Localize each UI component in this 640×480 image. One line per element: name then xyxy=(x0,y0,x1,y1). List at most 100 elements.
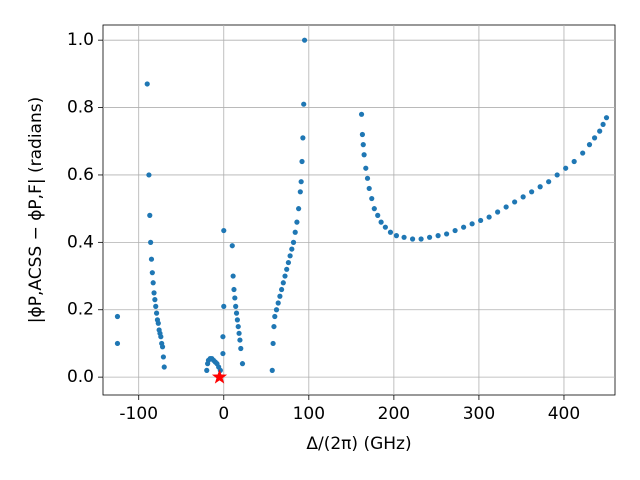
point xyxy=(148,239,154,245)
y-tick-label: 0.4 xyxy=(67,232,94,252)
point xyxy=(600,121,606,128)
point xyxy=(371,206,377,212)
point xyxy=(114,313,121,320)
point xyxy=(153,310,160,316)
point xyxy=(151,290,157,296)
y-tick-label: 0.2 xyxy=(67,300,94,320)
point xyxy=(563,165,569,171)
point xyxy=(529,189,535,195)
point xyxy=(236,330,242,336)
point xyxy=(301,37,308,43)
x-tick-label: 100 xyxy=(293,404,325,424)
point xyxy=(364,175,371,181)
y-tick-label: 0.0 xyxy=(67,367,94,387)
point xyxy=(418,236,424,242)
point xyxy=(229,243,235,249)
point xyxy=(597,128,603,134)
point xyxy=(301,101,307,107)
point xyxy=(233,310,240,316)
point xyxy=(369,195,375,202)
point xyxy=(270,340,276,347)
point xyxy=(426,234,433,240)
point xyxy=(237,337,243,343)
point xyxy=(230,273,236,279)
point xyxy=(546,179,552,185)
point xyxy=(520,194,526,200)
point xyxy=(554,172,560,178)
point xyxy=(114,340,121,347)
point xyxy=(221,303,227,309)
x-tick-label: 400 xyxy=(548,404,580,424)
point xyxy=(591,135,598,141)
point xyxy=(235,323,241,330)
point xyxy=(155,320,161,326)
point xyxy=(296,206,302,212)
plot-frame xyxy=(102,24,616,396)
y-tick-label: 1.0 xyxy=(67,30,94,50)
point xyxy=(363,165,369,171)
point xyxy=(220,350,226,357)
point xyxy=(435,233,441,239)
x-tick-label: 200 xyxy=(378,404,410,424)
point xyxy=(277,293,283,299)
point xyxy=(299,158,305,165)
point xyxy=(393,233,400,239)
point xyxy=(149,270,155,276)
point xyxy=(147,212,153,218)
point xyxy=(537,184,543,190)
point xyxy=(452,227,458,234)
point xyxy=(284,266,290,272)
point xyxy=(144,81,150,87)
point xyxy=(375,212,381,218)
point xyxy=(232,295,238,301)
point xyxy=(366,185,372,192)
point xyxy=(387,229,394,235)
point xyxy=(512,199,518,205)
point xyxy=(298,179,304,185)
y-tick-label: 0.6 xyxy=(67,165,94,185)
point xyxy=(503,204,509,210)
point xyxy=(160,354,166,360)
point xyxy=(204,367,210,374)
point xyxy=(378,219,384,225)
point xyxy=(290,239,297,245)
point xyxy=(495,209,501,215)
point xyxy=(409,236,416,242)
point xyxy=(273,307,280,313)
point xyxy=(358,111,365,117)
point xyxy=(401,234,407,240)
star-marker xyxy=(211,369,228,384)
point xyxy=(461,224,467,230)
point xyxy=(275,300,281,306)
point xyxy=(297,189,303,195)
point xyxy=(220,334,226,340)
point xyxy=(269,367,275,374)
point xyxy=(282,273,288,279)
point xyxy=(580,150,586,156)
point xyxy=(382,224,388,230)
point xyxy=(233,303,239,309)
point xyxy=(221,227,227,234)
point xyxy=(359,131,366,138)
point xyxy=(146,172,152,178)
point xyxy=(231,286,237,293)
y-tick-label: 0.8 xyxy=(67,98,94,118)
point xyxy=(361,152,367,158)
x-tick-label: 300 xyxy=(463,404,495,424)
point xyxy=(238,345,244,352)
point xyxy=(152,297,158,303)
point xyxy=(603,115,610,121)
x-axis-label: Δ/(2π) (GHz) xyxy=(306,434,411,454)
point xyxy=(158,334,164,340)
point xyxy=(486,214,492,220)
x-tick-label: 0 xyxy=(218,404,229,424)
point xyxy=(153,303,159,309)
point xyxy=(280,280,286,286)
point xyxy=(279,286,285,293)
point xyxy=(292,229,298,235)
point xyxy=(294,219,300,225)
point xyxy=(239,361,246,367)
point xyxy=(289,246,295,252)
point xyxy=(586,142,593,148)
